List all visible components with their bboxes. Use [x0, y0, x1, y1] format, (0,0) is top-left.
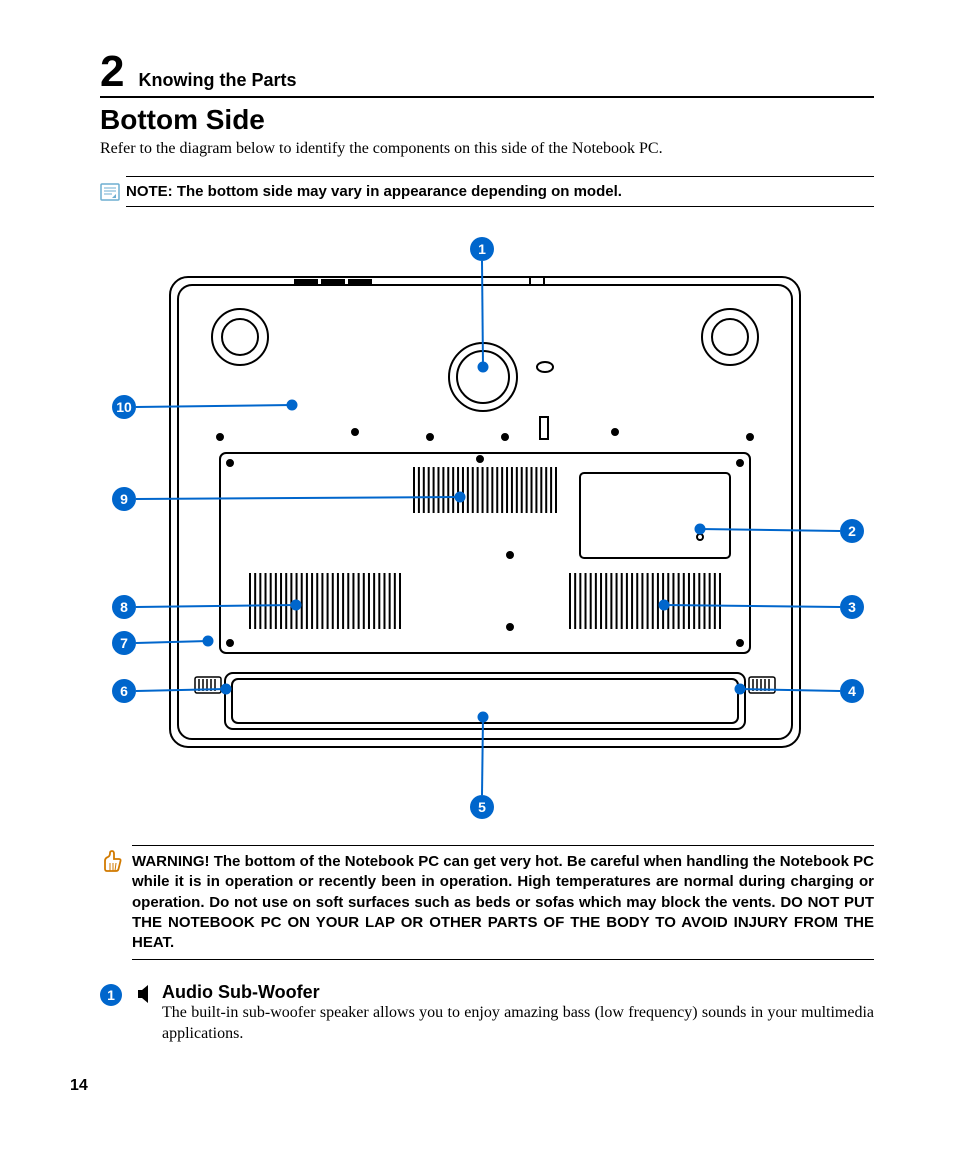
- note-icon: [100, 182, 120, 202]
- section-intro: Refer to the diagram below to identify t…: [100, 140, 874, 158]
- component-title: Audio Sub-Woofer: [162, 982, 874, 1003]
- component-number-badge: 1: [100, 984, 122, 1006]
- callout-6: 6: [112, 679, 136, 703]
- bottom-side-diagram: 1 2 3 4 5 6 7 8 9 10: [100, 237, 874, 827]
- callout-5: 5: [470, 795, 494, 819]
- page-number: 14: [70, 1077, 88, 1095]
- warning-text: WARNING! The bottom of the Notebook PC c…: [132, 845, 874, 960]
- note-text: NOTE: The bottom side may vary in appear…: [126, 176, 874, 207]
- callout-2: 2: [840, 519, 864, 543]
- note-box: NOTE: The bottom side may vary in appear…: [100, 176, 874, 207]
- component-description: The built-in sub-woofer speaker allows y…: [162, 1003, 874, 1045]
- callout-9: 9: [112, 487, 136, 511]
- callout-7: 7: [112, 631, 136, 655]
- chapter-number: 2: [100, 50, 124, 94]
- callout-8: 8: [112, 595, 136, 619]
- callout-4: 4: [840, 679, 864, 703]
- chapter-header: 2 Knowing the Parts: [100, 50, 874, 98]
- warning-icon: [100, 849, 124, 873]
- chapter-title: Knowing the Parts: [138, 70, 296, 91]
- section-title: Bottom Side: [100, 104, 874, 136]
- callout-10: 10: [112, 395, 136, 419]
- component-entry: 1 Audio Sub-Woofer The built-in sub-woof…: [100, 982, 874, 1045]
- callout-3: 3: [840, 595, 864, 619]
- warning-box: WARNING! The bottom of the Notebook PC c…: [100, 845, 874, 960]
- speaker-icon: [136, 982, 156, 1011]
- callout-1: 1: [470, 237, 494, 261]
